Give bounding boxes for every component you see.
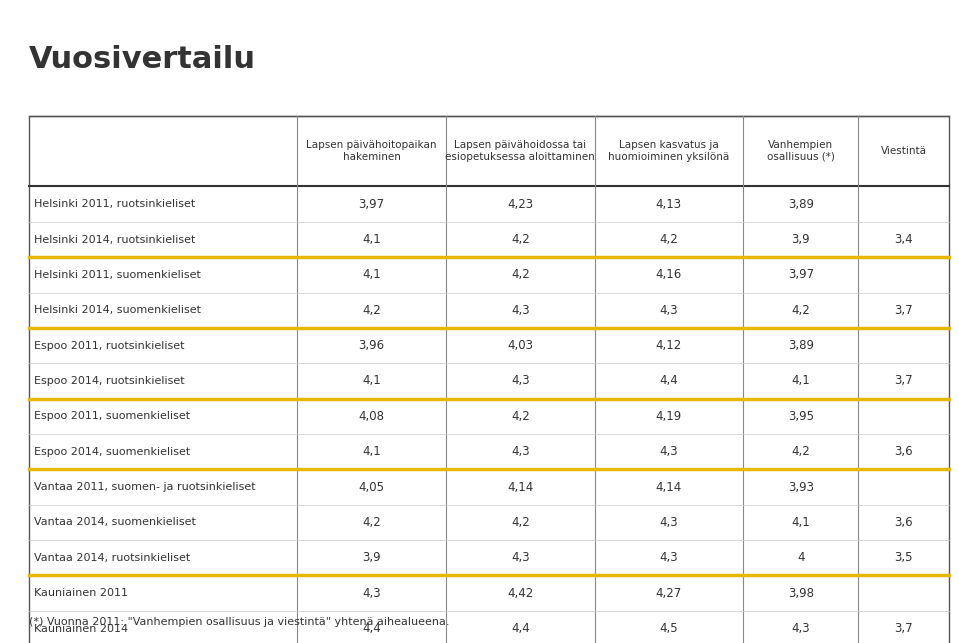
Text: 3,7: 3,7 bbox=[895, 374, 913, 388]
Text: 4,3: 4,3 bbox=[660, 551, 678, 565]
Text: 4,05: 4,05 bbox=[359, 480, 385, 494]
Text: 4,3: 4,3 bbox=[791, 622, 810, 635]
Text: 3,89: 3,89 bbox=[787, 339, 814, 352]
Text: 4,2: 4,2 bbox=[363, 516, 381, 529]
Text: 3,97: 3,97 bbox=[787, 268, 814, 282]
Text: 4,08: 4,08 bbox=[359, 410, 385, 423]
Text: 4,2: 4,2 bbox=[511, 233, 529, 246]
Text: 4,3: 4,3 bbox=[660, 516, 678, 529]
Text: Lapsen päivähoitopaikan
hakeminen: Lapsen päivähoitopaikan hakeminen bbox=[306, 140, 437, 162]
Text: 4,4: 4,4 bbox=[660, 374, 678, 388]
Text: Espoo 2011, suomenkieliset: Espoo 2011, suomenkieliset bbox=[34, 412, 190, 421]
Text: Lapsen kasvatus ja
huomioiminen yksilönä: Lapsen kasvatus ja huomioiminen yksilönä bbox=[608, 140, 730, 162]
Text: 4,1: 4,1 bbox=[363, 233, 381, 246]
Text: 3,96: 3,96 bbox=[359, 339, 385, 352]
Text: 3,5: 3,5 bbox=[895, 551, 913, 565]
Text: Kauniainen 2014: Kauniainen 2014 bbox=[34, 624, 128, 633]
Text: 3,9: 3,9 bbox=[791, 233, 810, 246]
Text: 3,98: 3,98 bbox=[787, 586, 814, 600]
Text: 4,2: 4,2 bbox=[791, 303, 810, 317]
Text: 4,23: 4,23 bbox=[507, 197, 533, 211]
Text: 3,97: 3,97 bbox=[359, 197, 385, 211]
Text: Lapsen päivähoidossa tai
esiopetuksessa aloittaminen: Lapsen päivähoidossa tai esiopetuksessa … bbox=[445, 140, 596, 162]
Text: 4,1: 4,1 bbox=[363, 374, 381, 388]
Text: 4,3: 4,3 bbox=[660, 303, 678, 317]
Text: 4,2: 4,2 bbox=[511, 516, 529, 529]
Text: Helsinki 2014, ruotsinkieliset: Helsinki 2014, ruotsinkieliset bbox=[34, 235, 195, 244]
Text: Vantaa 2011, suomen- ja ruotsinkieliset: Vantaa 2011, suomen- ja ruotsinkieliset bbox=[34, 482, 255, 492]
Text: 4,2: 4,2 bbox=[363, 303, 381, 317]
Text: 4,3: 4,3 bbox=[511, 374, 529, 388]
Text: 4,27: 4,27 bbox=[656, 586, 682, 600]
Text: Espoo 2014, ruotsinkieliset: Espoo 2014, ruotsinkieliset bbox=[34, 376, 184, 386]
Text: 4,42: 4,42 bbox=[507, 586, 533, 600]
Text: 4,2: 4,2 bbox=[660, 233, 678, 246]
Text: Vuosivertailu: Vuosivertailu bbox=[29, 45, 256, 74]
Text: 3,93: 3,93 bbox=[787, 480, 814, 494]
Text: 3,4: 3,4 bbox=[895, 233, 913, 246]
Text: 4,12: 4,12 bbox=[656, 339, 682, 352]
Text: Vantaa 2014, ruotsinkieliset: Vantaa 2014, ruotsinkieliset bbox=[34, 553, 190, 563]
Text: 4,4: 4,4 bbox=[363, 622, 381, 635]
Text: 4,1: 4,1 bbox=[363, 268, 381, 282]
Text: 4,4: 4,4 bbox=[511, 622, 529, 635]
Text: 4,14: 4,14 bbox=[507, 480, 533, 494]
Text: 4,2: 4,2 bbox=[511, 410, 529, 423]
Text: 3,7: 3,7 bbox=[895, 303, 913, 317]
Text: (*) Vuonna 2011: "Vanhempien osallisuus ja viestintä" yhtenä aihealueena.: (*) Vuonna 2011: "Vanhempien osallisuus … bbox=[29, 617, 449, 627]
Text: 4,16: 4,16 bbox=[656, 268, 682, 282]
Text: Helsinki 2011, suomenkieliset: Helsinki 2011, suomenkieliset bbox=[34, 270, 200, 280]
Text: Kauniainen 2011: Kauniainen 2011 bbox=[34, 588, 128, 598]
Text: 4,3: 4,3 bbox=[660, 445, 678, 458]
Text: Espoo 2011, ruotsinkieliset: Espoo 2011, ruotsinkieliset bbox=[34, 341, 184, 350]
Text: 4,14: 4,14 bbox=[656, 480, 682, 494]
Text: 4,3: 4,3 bbox=[511, 445, 529, 458]
Text: 4: 4 bbox=[797, 551, 805, 565]
Text: 3,95: 3,95 bbox=[787, 410, 814, 423]
Text: 4,03: 4,03 bbox=[507, 339, 533, 352]
Text: 4,2: 4,2 bbox=[511, 268, 529, 282]
Text: Vantaa 2014, suomenkieliset: Vantaa 2014, suomenkieliset bbox=[34, 518, 196, 527]
Text: 4,3: 4,3 bbox=[511, 303, 529, 317]
Text: 4,2: 4,2 bbox=[791, 445, 810, 458]
Text: 4,3: 4,3 bbox=[511, 551, 529, 565]
Text: 4,1: 4,1 bbox=[791, 374, 810, 388]
Text: 4,5: 4,5 bbox=[660, 622, 678, 635]
Text: Helsinki 2014, suomenkieliset: Helsinki 2014, suomenkieliset bbox=[34, 305, 200, 315]
Text: 4,3: 4,3 bbox=[363, 586, 381, 600]
Text: 3,6: 3,6 bbox=[895, 516, 913, 529]
Text: 3,6: 3,6 bbox=[895, 445, 913, 458]
Text: 3,89: 3,89 bbox=[787, 197, 814, 211]
Text: 4,1: 4,1 bbox=[791, 516, 810, 529]
Text: 4,13: 4,13 bbox=[656, 197, 682, 211]
Text: Viestintä: Viestintä bbox=[881, 146, 926, 156]
Text: 3,9: 3,9 bbox=[363, 551, 381, 565]
Text: 3,7: 3,7 bbox=[895, 622, 913, 635]
Text: Espoo 2014, suomenkieliset: Espoo 2014, suomenkieliset bbox=[34, 447, 190, 457]
Text: Vanhempien
osallisuus (*): Vanhempien osallisuus (*) bbox=[767, 140, 834, 162]
Text: 4,1: 4,1 bbox=[363, 445, 381, 458]
Text: 4,19: 4,19 bbox=[656, 410, 682, 423]
Text: Helsinki 2011, ruotsinkieliset: Helsinki 2011, ruotsinkieliset bbox=[34, 199, 195, 209]
